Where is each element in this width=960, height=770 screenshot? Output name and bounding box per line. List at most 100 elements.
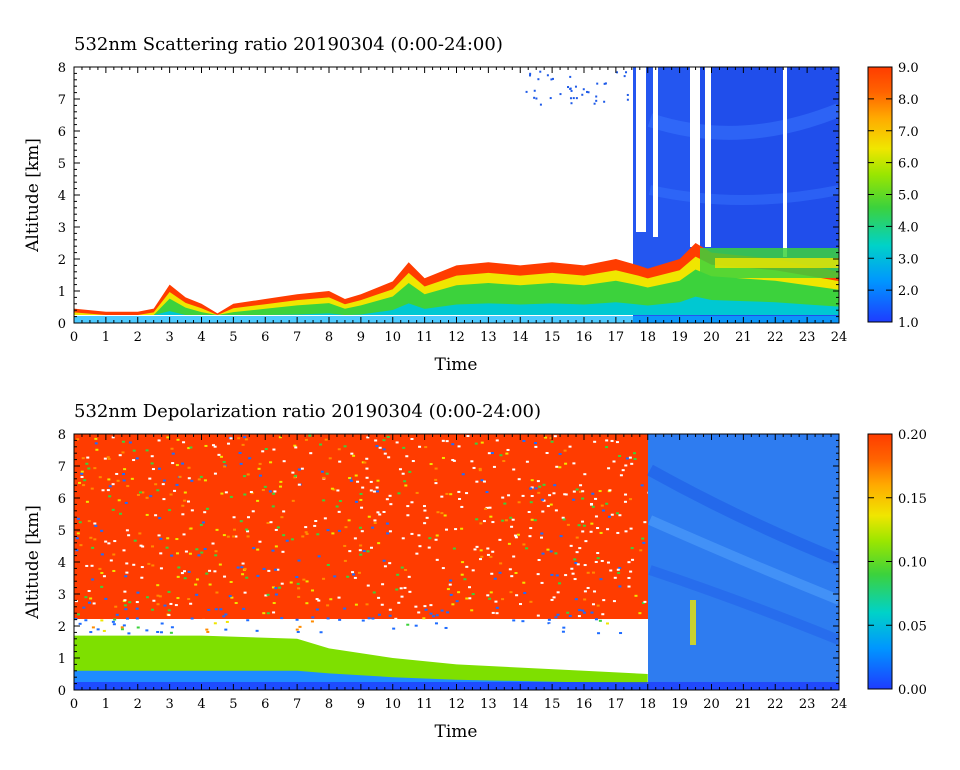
colorbar-tick-label: 6.0 [898,157,919,172]
x-tick-label: 24 [831,330,848,345]
x-tick-label: 0 [70,697,78,712]
x-tick-label: 16 [576,330,593,345]
x-tick-label: 17 [608,697,625,712]
colorbar-tick-label: 0.05 [898,619,927,634]
y-tick-label: 4 [58,556,66,571]
x-tick-label: 9 [357,330,365,345]
colorbar-tick-label: 3.0 [898,252,919,267]
x-tick-label: 20 [703,697,720,712]
x-tick-label: 7 [293,330,301,345]
x-tick-label: 10 [384,330,401,345]
cloud-gap [690,67,700,247]
x-tick-label: 12 [448,330,465,345]
x-tick-label: 11 [416,330,433,345]
y-tick-label: 8 [58,61,66,76]
colorbar-tick-label: 4.0 [898,220,919,235]
colorbar-tick-label: 9.0 [898,61,919,76]
x-tick-label: 16 [576,697,593,712]
x-tick-label: 8 [325,697,333,712]
depolarization-colorbar: 0.00 0.05 0.10 0.15 0.20 [867,428,927,698]
boundary-layer-core [74,269,839,315]
x-tick-label: 1 [102,330,110,345]
x-tick-label: 4 [197,330,205,345]
cloud-region [648,434,839,690]
scattering-y-label: Altitude [km] [23,138,43,253]
scattering-axes: 0 1 2 3 4 5 6 7 8 9 10 11 12 13 14 15 16 17 18 19 20 21 22 23 24… [58,61,848,345]
y-tick-label: 0 [58,317,66,332]
colorbar-tick-label: 5.0 [898,189,919,204]
depolarization-axes: 0 1 2 3 4 5 6 7 8 9 10 11 12 13 14 15 16 17 18 19 20 21 22 23 24… [58,428,848,712]
x-tick-label: 5 [229,697,237,712]
y-tick-label: 1 [58,652,66,667]
x-tick-label: 3 [165,330,173,345]
x-tick-label: 15 [544,330,561,345]
colorbar-tick-label: 0.15 [898,492,927,507]
x-tick-label: 20 [703,330,720,345]
x-tick-label: 10 [384,697,401,712]
y-tick-label: 0 [58,684,66,699]
x-tick-label: 14 [512,330,529,345]
x-tick-label: 5 [229,330,237,345]
depolarization-noise [74,434,651,635]
x-tick-label: 11 [416,697,433,712]
x-tick-label: 23 [799,330,816,345]
y-tick-label: 1 [58,285,66,300]
colorbar-tick-label: 8.0 [898,93,919,108]
depolarization-chart-title: 532nm Depolarization ratio 20190304 (0:0… [74,401,541,422]
x-tick-label: 22 [767,330,784,345]
boundary-layer-base [74,296,839,315]
x-tick-label: 3 [165,697,173,712]
cloud-gap [636,67,646,232]
x-tick-label: 19 [671,330,688,345]
cloud-gap [705,67,711,247]
x-tick-label: 13 [480,330,497,345]
colorbar-tick-label: 2.0 [898,284,919,299]
x-tick-label: 13 [480,697,497,712]
scattering-heatmap [74,67,839,323]
y-tick-label: 7 [58,460,66,475]
colorbar-tick-label: 1.0 [898,316,919,331]
x-tick-label: 8 [325,330,333,345]
y-tick-label: 2 [58,620,66,635]
y-tick-label: 6 [58,492,66,507]
colorbar-tick-label: 0.10 [898,556,927,571]
scattering-colorbar: 1.0 2.0 3.0 4.0 5.0 6.0 7.0 8.0 9.0 [867,61,919,331]
depolarization-heatmap [74,434,839,690]
depolarization-x-label: Time [435,722,478,742]
x-tick-label: 18 [639,330,656,345]
y-tick-label: 2 [58,253,66,268]
scattering-ratio-panel: 532nm Scattering ratio 20190304 (0:00-24… [23,34,919,375]
y-tick-label: 8 [58,428,66,443]
x-tick-label: 21 [735,697,752,712]
scattering-x-label: Time [435,355,478,375]
cloud-gap [783,67,787,257]
x-tick-label: 15 [544,697,561,712]
x-tick-label: 24 [831,697,848,712]
x-tick-label: 6 [261,330,269,345]
cloud-gap [653,67,658,237]
x-tick-label: 1 [102,697,110,712]
x-tick-label: 17 [608,330,625,345]
x-tick-label: 0 [70,330,78,345]
sparse-cloud-specks [525,70,629,106]
y-tick-label: 6 [58,125,66,140]
x-tick-label: 2 [134,697,142,712]
y-tick-label: 7 [58,93,66,108]
x-tick-label: 7 [293,697,301,712]
x-tick-label: 21 [735,330,752,345]
y-tick-label: 4 [58,189,66,204]
x-tick-label: 2 [134,330,142,345]
x-tick-label: 23 [799,697,816,712]
x-tick-label: 4 [197,697,205,712]
x-tick-label: 12 [448,697,465,712]
x-tick-label: 18 [639,697,656,712]
x-tick-label: 22 [767,697,784,712]
x-tick-label: 19 [671,697,688,712]
x-tick-label: 6 [261,697,269,712]
colorbar-tick-label: 0.00 [898,683,927,698]
depolarization-ratio-panel: 532nm Depolarization ratio 20190304 (0:0… [23,401,927,742]
y-tick-label: 5 [58,157,66,172]
y-tick-label: 3 [58,221,66,236]
y-tick-label: 5 [58,524,66,539]
